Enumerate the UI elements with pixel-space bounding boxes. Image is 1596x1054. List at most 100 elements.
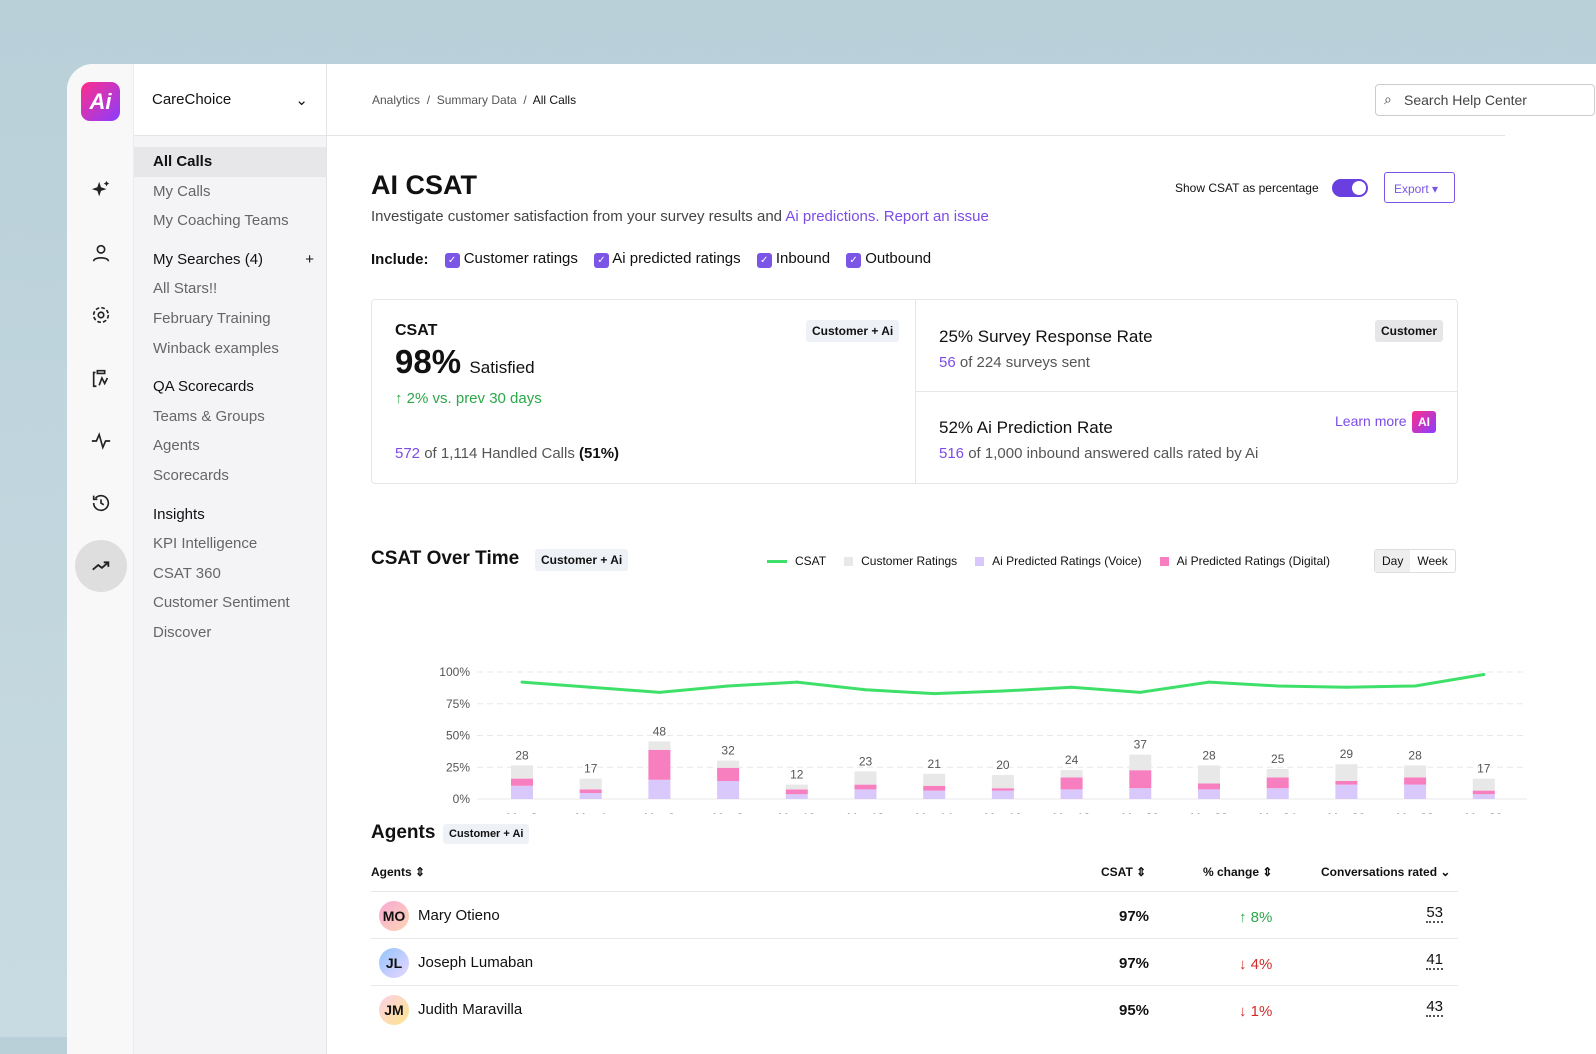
bar-segment-customer-ratings <box>1335 764 1358 781</box>
sidebar-item[interactable]: Winback examples <box>134 334 326 364</box>
sidebar-item[interactable]: All Stars!! <box>134 274 326 304</box>
csat-point <box>1276 684 1280 688</box>
col-csat[interactable]: CSAT ⇕ <box>1101 865 1147 879</box>
org-name: CareChoice <box>152 91 232 108</box>
sidebar-item[interactable]: Customer Sentiment <box>134 588 326 618</box>
ai-predictions-link[interactable]: Ai predictions. <box>785 208 880 225</box>
bar-segment-customer-ratings <box>1404 765 1427 778</box>
agent-csat: 97% <box>1119 908 1150 925</box>
user-icon[interactable] <box>79 231 123 275</box>
trending-up-icon[interactable] <box>75 540 127 592</box>
table-row[interactable]: JM Judith Maravilla 95% ↓ 1% 43 <box>371 985 1458 1032</box>
include-label: Include: <box>371 250 429 268</box>
bar-segment-ai-predicted-ratings-digital- <box>579 789 602 793</box>
col-rated[interactable]: Conversations rated ⌄ <box>1321 865 1451 879</box>
agent-name[interactable]: Joseph Lumaban <box>418 954 534 971</box>
legend-item: Ai Predicted Ratings (Digital) <box>1159 554 1330 568</box>
breadcrumb-item[interactable]: Summary Data <box>436 93 517 107</box>
search-input[interactable]: ⌕ Search Help Center <box>1375 84 1595 116</box>
bar-total-label: 28 <box>1202 748 1216 762</box>
sidebar-item[interactable]: February Training <box>134 304 326 334</box>
org-switcher[interactable]: CareChoice ⌄ <box>134 64 326 136</box>
bar-total-label: 28 <box>515 748 529 762</box>
y-tick-label: 0% <box>453 792 471 806</box>
table-row[interactable]: JL Joseph Lumaban 97% ↓ 4% 41 <box>371 938 1458 985</box>
bar-segment-ai-predicted-ratings-digital- <box>1060 777 1083 790</box>
csat-percentage-toggle[interactable] <box>1332 179 1368 197</box>
bar-segment-ai-predicted-ratings-voice- <box>648 779 671 799</box>
sparkles-icon[interactable] <box>79 168 123 212</box>
bar-segment-ai-predicted-ratings-digital- <box>1129 770 1152 789</box>
agent-rated[interactable]: 43 <box>1426 998 1443 1017</box>
learn-more-link[interactable]: Learn more <box>1335 413 1407 429</box>
bar-segment-customer-ratings <box>991 775 1014 789</box>
checkbox-outbound[interactable]: ✓ Outbound <box>840 250 931 268</box>
checkbox-customer-ratings[interactable]: ✓ Customer ratings <box>439 250 578 268</box>
week-button[interactable]: Week <box>1417 554 1448 568</box>
csat-point <box>657 690 661 694</box>
x-tick-label: Mar 28 <box>1396 811 1434 814</box>
export-button[interactable]: Export ▾ <box>1384 172 1455 203</box>
avatar: JM <box>379 995 409 1025</box>
sidebar-item-label: All Stars!! <box>153 280 218 298</box>
gear-icon[interactable] <box>79 293 123 337</box>
col-change[interactable]: % change ⇕ <box>1203 865 1273 879</box>
sidebar-item[interactable]: My Calls <box>134 177 326 207</box>
checkbox-ai-predicted[interactable]: ✓ Ai predicted ratings <box>588 250 741 268</box>
search-icon: ⌕ <box>1384 91 1392 107</box>
clipboard-icon[interactable] <box>79 356 123 400</box>
sidebar-item[interactable]: All Calls <box>134 147 326 177</box>
bar-segment-ai-predicted-ratings-digital- <box>511 778 533 786</box>
bar-total-label: 17 <box>1477 762 1491 776</box>
survey-count: 56 of 224 surveys sent <box>939 354 1090 371</box>
sidebar-item[interactable]: Discover <box>134 618 326 648</box>
report-issue-link[interactable]: Report an issue <box>883 208 989 225</box>
sidebar-item[interactable]: My Coaching Teams <box>134 206 326 236</box>
checkbox-inbound[interactable]: ✓ Inbound <box>751 250 830 268</box>
tag: Customer + Ai <box>443 824 530 844</box>
bar-segment-ai-predicted-ratings-digital- <box>991 788 1014 791</box>
sidebar-item[interactable]: CSAT 360 <box>134 559 326 589</box>
day-button[interactable]: Day <box>1375 550 1411 572</box>
agent-name[interactable]: Mary Otieno <box>418 907 500 924</box>
pulse-icon[interactable] <box>79 419 123 463</box>
avatar: MO <box>379 901 409 931</box>
card-title: CSAT <box>395 322 438 339</box>
tag: Customer <box>1374 320 1443 342</box>
csat-chart: 0% 25% 50% 75% 100% 28 Mar 2 17 Mar 4 48 Mar 6 32 Ma… <box>439 665 1527 814</box>
x-tick-label: Mar 16 <box>984 811 1022 814</box>
sidebar-item[interactable]: Agents <box>134 431 326 461</box>
sidebar-item-label: CSAT 360 <box>153 564 221 582</box>
csat-point <box>1482 673 1486 677</box>
sidebar-item[interactable]: Scorecards <box>134 461 326 491</box>
logo[interactable]: Ai <box>81 82 120 121</box>
legend-item: CSAT <box>767 554 826 568</box>
agent-rated[interactable]: 41 <box>1426 951 1443 970</box>
main-content: Analytics / Summary Data / All Calls ⌕ Se… <box>327 64 1596 1054</box>
history-icon[interactable] <box>79 481 123 525</box>
x-tick-label: Mar 18 <box>1053 811 1091 814</box>
agent-name[interactable]: Judith Maravilla <box>418 1001 523 1018</box>
sidebar-item[interactable]: Teams & Groups <box>134 402 326 432</box>
table-row[interactable]: MO Mary Otieno 97% ↑ 8% 53 <box>371 891 1458 938</box>
sidebar-item[interactable]: My Searches (4) + <box>134 245 326 275</box>
csat-point <box>589 685 593 689</box>
x-tick-label: Mar 6 <box>644 811 675 814</box>
bar-total-label: 37 <box>1134 738 1148 752</box>
csat-point <box>520 680 524 684</box>
sidebar-item[interactable]: KPI Intelligence <box>134 529 326 559</box>
sidebar-item[interactable]: Insights <box>134 500 326 530</box>
bar-segment-customer-ratings <box>717 760 740 768</box>
sidebar-item[interactable]: QA Scorecards <box>134 372 326 402</box>
bar-total-label: 20 <box>996 758 1010 772</box>
bar-segment-customer-ratings <box>1198 765 1220 784</box>
bar-total-label: 25 <box>1271 752 1285 766</box>
breadcrumb-item[interactable]: Analytics <box>372 93 421 107</box>
col-agents[interactable]: Agents ⇕ <box>371 865 426 879</box>
sidebar-item-label: Winback examples <box>153 339 279 357</box>
agent-rated[interactable]: 53 <box>1426 904 1443 923</box>
bar-segment-ai-predicted-ratings-voice- <box>717 781 740 799</box>
x-tick-label: Mar 30 <box>1465 811 1503 814</box>
card-title: 25% Survey Response Rate <box>939 327 1153 346</box>
add-search-button[interactable]: + <box>305 250 314 268</box>
